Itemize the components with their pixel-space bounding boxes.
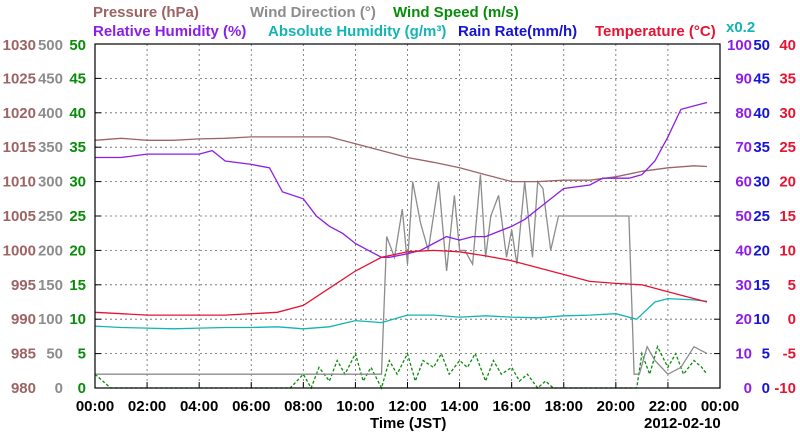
x-tick-label: 12:00: [388, 398, 426, 415]
tick-label-relative-humidity: 40: [735, 242, 752, 259]
tick-label-wind-speed: 25: [69, 208, 86, 225]
series-line-pressure: [94, 136, 708, 183]
tick-label-pressure: 1005: [3, 208, 36, 225]
axis-ticks: 9809859909951000100510101015102010251030…: [3, 37, 796, 415]
tick-label-temperature: 25: [779, 139, 796, 156]
tick-label-relative-humidity: 90: [735, 70, 752, 87]
tick-label-temperature: 30: [779, 105, 796, 122]
x-tick-label: 16:00: [492, 398, 530, 415]
tick-label-temperature: 40: [779, 37, 796, 54]
legend-entry: Relative Humidity (%): [93, 23, 246, 40]
tick-label-wind-direction: 500: [38, 37, 63, 54]
series-line-wind-speed: [94, 344, 708, 390]
tick-label-wind-direction: 50: [46, 346, 63, 363]
tick-label-temperature: -5: [783, 346, 796, 363]
tick-label-absolute-humidity-rain: 50: [753, 37, 770, 54]
tick-label-absolute-humidity-rain: 45: [753, 70, 770, 87]
tick-label-relative-humidity: 70: [735, 139, 752, 156]
tick-label-temperature: 10: [779, 242, 796, 259]
x-tick-label: 14:00: [440, 398, 478, 415]
x-axis-label: Time (JST): [370, 415, 446, 432]
date-label: 2012-02-10: [644, 415, 721, 432]
tick-label-relative-humidity: 20: [735, 311, 752, 328]
tick-label-temperature: 35: [779, 70, 796, 87]
tick-label-pressure: 980: [11, 380, 36, 397]
tick-label-wind-speed: 20: [69, 242, 86, 259]
tick-label-absolute-humidity-rain: 15: [753, 277, 770, 294]
tick-label-absolute-humidity-rain: 5: [762, 346, 770, 363]
tick-label-wind-direction: 200: [38, 242, 63, 259]
tick-label-wind-direction: 100: [38, 311, 63, 328]
tick-label-pressure: 990: [11, 311, 36, 328]
tick-label-wind-speed: 50: [69, 37, 86, 54]
tick-label-pressure: 1015: [3, 139, 36, 156]
tick-label-wind-speed: 35: [69, 139, 86, 156]
x-tick-label: 08:00: [284, 398, 322, 415]
tick-label-wind-direction: 150: [38, 277, 63, 294]
tick-label-wind-speed: 15: [69, 277, 86, 294]
tick-label-wind-direction: 250: [38, 208, 63, 225]
tick-label-absolute-humidity-rain: 10: [753, 311, 770, 328]
tick-label-absolute-humidity-rain: 20: [753, 242, 770, 259]
tick-label-pressure: 1000: [3, 242, 36, 259]
legend-entry: Wind Direction (°): [250, 4, 376, 21]
tick-label-wind-direction: 350: [38, 139, 63, 156]
tick-label-relative-humidity: 50: [735, 208, 752, 225]
tick-label-wind-speed: 5: [78, 346, 86, 363]
x-tick-label: 04:00: [180, 398, 218, 415]
tick-label-absolute-humidity-rain: 0: [762, 380, 770, 397]
tick-label-absolute-humidity-rain: 25: [753, 208, 770, 225]
x-tick-label: 06:00: [232, 398, 270, 415]
tick-label-wind-speed: 40: [69, 105, 86, 122]
legend-entry: Wind Speed (m/s): [393, 4, 519, 21]
tick-label-wind-direction: 300: [38, 174, 63, 191]
tick-label-absolute-humidity-rain: 35: [753, 139, 770, 156]
x-tick-label: 02:00: [128, 398, 166, 415]
tick-label-relative-humidity: 10: [735, 346, 752, 363]
legend-entry: Absolute Humidity (g/m³): [268, 23, 446, 40]
series-line-wind-direction: [95, 174, 708, 376]
tick-label-wind-speed: 45: [69, 70, 86, 87]
x-tick-label: 10:00: [336, 398, 374, 415]
series-line-relative-humidity: [95, 101, 708, 258]
tick-label-wind-direction: 450: [38, 70, 63, 87]
tick-label-wind-direction: 0: [55, 380, 63, 397]
multiplier-label: x0.2: [726, 19, 755, 36]
tick-label-relative-humidity: 100: [727, 37, 752, 54]
tick-label-temperature: 20: [779, 174, 796, 191]
legend-entry: Pressure (hPa): [93, 4, 199, 21]
legend-entry: Temperature (°C): [595, 23, 716, 40]
tick-label-temperature: 5: [788, 277, 796, 294]
tick-label-pressure: 1030: [3, 37, 36, 54]
tick-label-absolute-humidity-rain: 30: [753, 174, 770, 191]
legend: Pressure (hPa) Wind Direction (°) Wind Spe…: [93, 4, 716, 40]
tick-label-wind-speed: 10: [69, 311, 86, 328]
tick-label-relative-humidity: 30: [735, 277, 752, 294]
tick-label-pressure: 1020: [3, 105, 36, 122]
x-tick-label: 00:00: [701, 398, 739, 415]
tick-label-pressure: 985: [11, 346, 36, 363]
x-tick-label: 22:00: [649, 398, 687, 415]
tick-label-relative-humidity: 60: [735, 174, 752, 191]
tick-label-pressure: 1025: [3, 70, 36, 87]
series-lines: [94, 101, 708, 390]
tick-label-temperature: 15: [779, 208, 796, 225]
tick-label-absolute-humidity-rain: 40: [753, 105, 770, 122]
tick-label-wind-speed: 0: [78, 380, 86, 397]
legend-entry: Rain Rate(mm/h): [458, 23, 577, 40]
tick-label-wind-speed: 30: [69, 174, 86, 191]
x-tick-label: 00:00: [76, 398, 114, 415]
tick-label-relative-humidity: 0: [744, 380, 752, 397]
tick-label-temperature: 0: [788, 311, 796, 328]
tick-label-wind-direction: 400: [38, 105, 63, 122]
x-tick-label: 18:00: [545, 398, 583, 415]
x-tick-label: 20:00: [597, 398, 635, 415]
series-line-absolute-humidity-rain: [94, 297, 708, 330]
series-line-temperature: [94, 249, 708, 316]
tick-label-pressure: 1010: [3, 174, 36, 191]
tick-label-pressure: 995: [11, 277, 36, 294]
tick-label-relative-humidity: 80: [735, 105, 752, 122]
tick-label-temperature: -10: [774, 380, 796, 397]
